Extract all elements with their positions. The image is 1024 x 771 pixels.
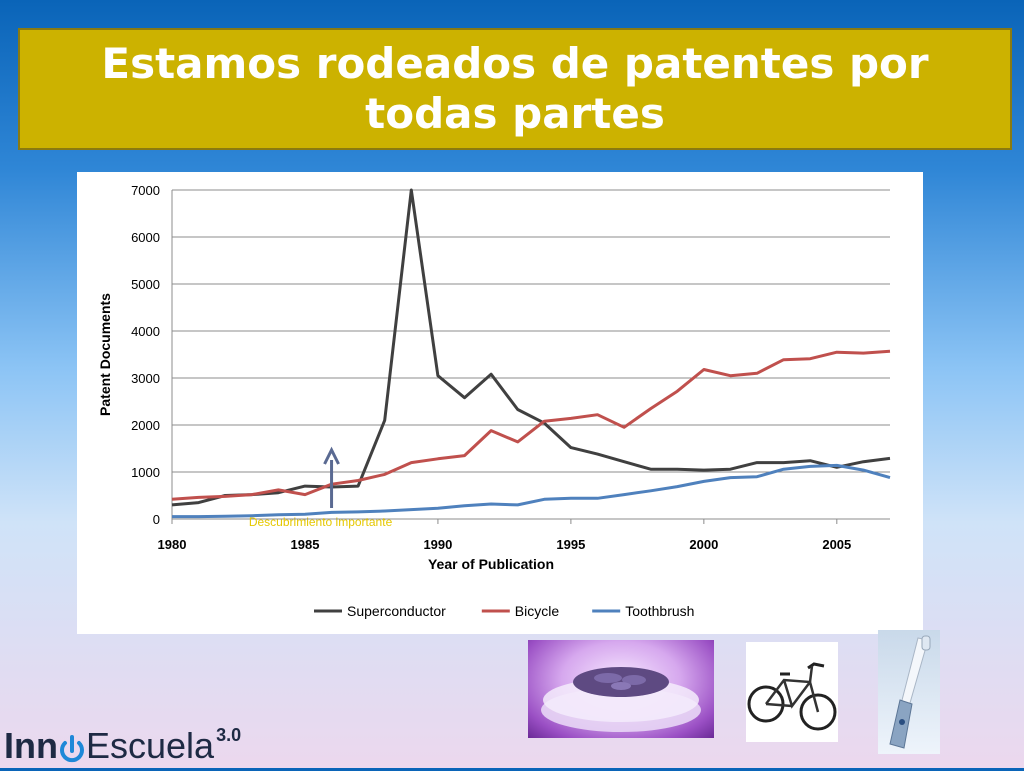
y-tick-label: 2000	[131, 418, 160, 433]
y-tick-label: 7000	[131, 183, 160, 198]
legend-label-superconductor: Superconductor	[347, 603, 446, 619]
power-icon	[58, 726, 86, 766]
annotation-arrow-head	[323, 446, 340, 465]
logo-version: 3.0	[216, 725, 242, 745]
innoescuela-logo: Inn Escuela 3.0	[4, 722, 241, 766]
y-tick-label: 1000	[131, 465, 160, 480]
y-tick-label: 6000	[131, 230, 160, 245]
y-tick-label: 3000	[131, 371, 160, 386]
slide-title: Estamos rodeados de patentes por todas p…	[101, 39, 929, 138]
legend-label-bicycle: Bicycle	[515, 603, 560, 619]
x-tick-label: 2005	[822, 537, 851, 552]
title-banner: Estamos rodeados de patentes por todas p…	[18, 28, 1012, 150]
y-tick-label: 4000	[131, 324, 160, 339]
logo-inn: Inn	[4, 725, 58, 766]
superconductor-levitation-photo	[528, 640, 714, 738]
x-axis-title: Year of Publication	[428, 556, 554, 572]
x-tick-label: 1980	[158, 537, 187, 552]
logo-escuela: Escuela	[85, 725, 215, 766]
series-line-superconductor	[171, 188, 891, 507]
annotation-label: Descubrimiento importante	[249, 515, 393, 529]
patent-chart: 0 1000 2000 3000 4000 5000 6000 7000 1980 1985 199…	[77, 172, 923, 634]
x-tick-label: 1995	[556, 537, 585, 552]
x-tick-label: 2000	[689, 537, 718, 552]
chart-svg: 0 1000 2000 3000 4000 5000 6000 7000 1980 1985 199…	[97, 183, 891, 619]
y-tick-label: 5000	[131, 277, 160, 292]
legend-label-toothbrush: Toothbrush	[625, 603, 694, 619]
x-tick-label: 1985	[291, 537, 320, 552]
bicycle-photo	[746, 642, 838, 742]
y-tick-label: 0	[153, 512, 160, 527]
x-tick-label: 1990	[423, 537, 452, 552]
series-line-bicycle	[171, 349, 891, 501]
series-line-toothbrush	[172, 463, 891, 519]
y-axis-title: Patent Documents	[97, 293, 113, 416]
electric-toothbrush-photo	[878, 630, 940, 754]
